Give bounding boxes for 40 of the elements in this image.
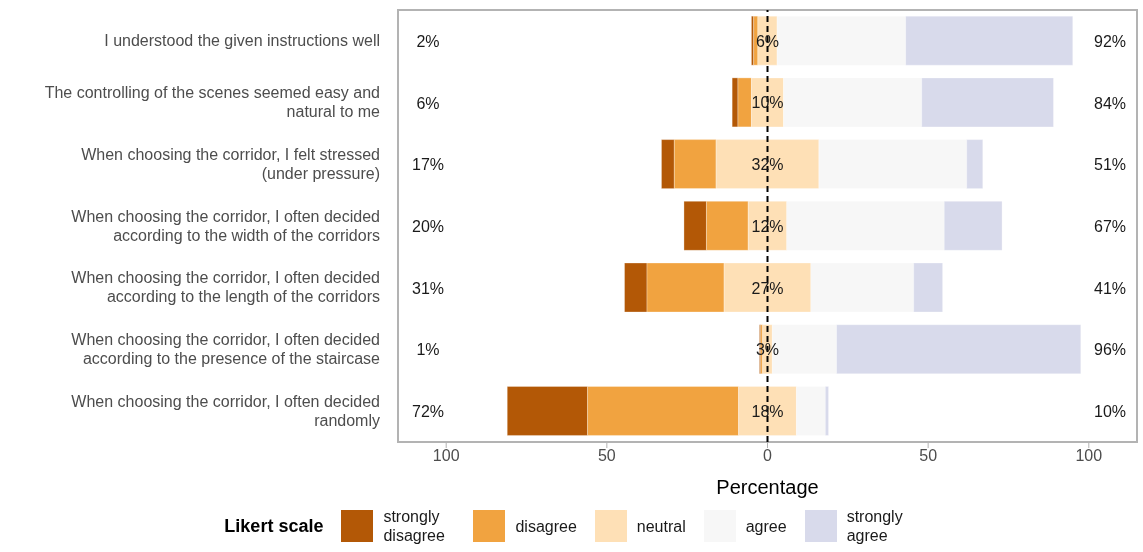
x-tick-label: 100 xyxy=(1075,447,1103,465)
annotation: 20% xyxy=(411,218,445,235)
y-tick-label: The controlling of the scenes seemed easy and natural to me xyxy=(44,84,381,121)
data-label: 32% xyxy=(751,156,784,174)
annotation: 6% xyxy=(416,94,440,112)
x-tick-label: 100 xyxy=(432,447,460,465)
annotation: 17% xyxy=(411,156,445,174)
x-tick-label: 50 xyxy=(597,447,616,465)
y-tick-label: When choosing the corridor, I often decided randomly xyxy=(71,392,380,429)
data-label: 10% xyxy=(751,94,784,112)
y-tick-label: When choosing the corridor, I often decided according to the length of the corridors xyxy=(71,269,380,306)
data-label: 3% xyxy=(755,341,780,359)
data-label: 6% xyxy=(755,32,780,50)
annotation: 31% xyxy=(411,279,445,297)
annotation: 1% xyxy=(416,341,440,359)
x-tick-label: 0 xyxy=(763,447,773,465)
annotation: 92% xyxy=(1093,32,1127,50)
annotation: 67% xyxy=(1093,218,1127,235)
legend-label: strongly agree xyxy=(846,507,904,545)
x-axis-title: Percentage xyxy=(716,476,819,498)
annotation: 10% xyxy=(1093,403,1127,421)
data-label: 18% xyxy=(751,402,784,420)
data-label: 12% xyxy=(751,217,784,235)
y-tick-label: When choosing the corridor, I often decided according to the width of the corridors xyxy=(71,207,380,244)
annotation: 96% xyxy=(1093,341,1127,359)
y-tick-label: When choosing the corridor, I felt stressed (under pressure) xyxy=(81,145,380,182)
y-tick-label: When choosing the corridor, I often decided according to the presence of the staircase xyxy=(71,330,381,367)
data-label: 27% xyxy=(751,279,784,297)
y-tick-label: I understood the given instructions well xyxy=(104,31,380,49)
legend-label: agree xyxy=(745,516,787,536)
annotation: 72% xyxy=(411,403,445,421)
x-tick-label: 50 xyxy=(919,447,938,465)
annotation: 41% xyxy=(1093,279,1127,297)
legend-title: Likert scale xyxy=(224,515,324,537)
legend-label: neutral xyxy=(636,516,686,536)
annotation: 2% xyxy=(416,32,440,50)
annotation: 51% xyxy=(1093,156,1127,174)
annotation: 84% xyxy=(1093,94,1127,112)
legend-label: strongly disagree xyxy=(383,507,446,545)
legend-label: disagree xyxy=(515,516,577,536)
